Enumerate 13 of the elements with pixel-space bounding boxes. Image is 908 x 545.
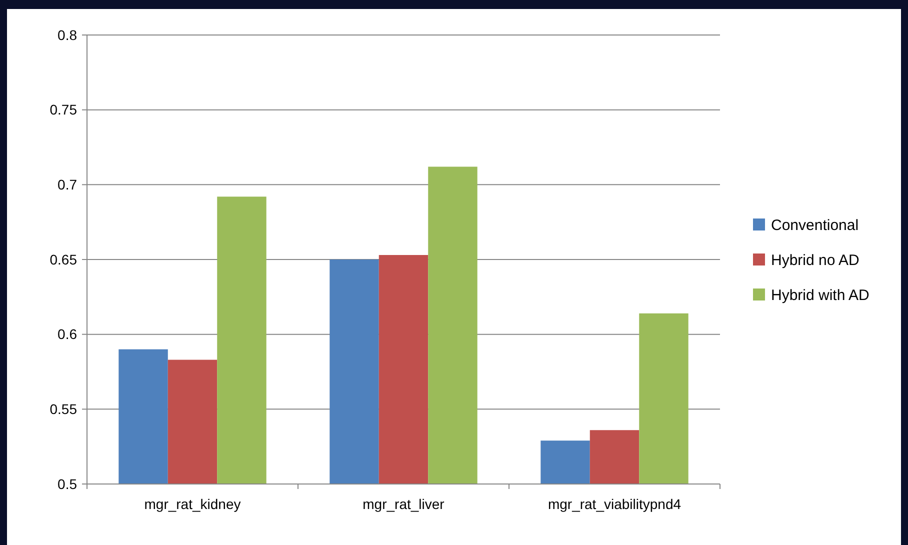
y-tick-label: 0.55 — [50, 401, 78, 418]
legend-label: Conventional — [771, 216, 859, 234]
y-tick-label: 0.65 — [50, 251, 78, 268]
y-tick-label: 0.8 — [58, 26, 78, 43]
legend-label: Hybrid with AD — [771, 286, 870, 304]
y-tick-label: 0.6 — [58, 326, 78, 342]
legend-label: Hybrid no AD — [771, 252, 860, 269]
x-tick-label: mgr_rat_viabilitypnd4 — [548, 496, 682, 512]
y-tick-label: 0.7 — [58, 176, 78, 193]
y-tick-label: 0.75 — [50, 102, 78, 118]
x-tick-label: mgr_rat_liver — [362, 496, 445, 512]
y-tick-label: 0.5 — [58, 476, 78, 492]
x-tick-label: mgr_rat_kidney — [144, 496, 241, 512]
